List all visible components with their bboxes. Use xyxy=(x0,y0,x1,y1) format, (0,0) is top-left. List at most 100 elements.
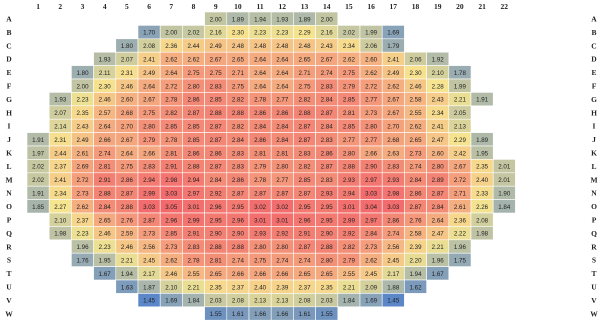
heatmap-cell: 2.87 xyxy=(293,185,316,200)
heatmap-cell: 2.23 xyxy=(71,92,94,107)
cell-value: 2.66 xyxy=(99,137,112,144)
cell-value: 2.88 xyxy=(121,204,134,211)
cell-value: 2.98 xyxy=(387,191,400,198)
heatmap-cell: 2.81 xyxy=(204,252,228,267)
heatmap-cell: 3.02 xyxy=(270,199,294,214)
heatmap-cell: 2.46 xyxy=(404,78,427,93)
heatmap-cell: 2.70 xyxy=(381,118,405,133)
heatmap-cell: 2.05 xyxy=(448,105,472,120)
cell-value: 2.29 xyxy=(298,30,311,37)
row-label: J xyxy=(7,135,11,144)
cell-value: 2.72 xyxy=(365,83,378,90)
heatmap-cell: 2.79 xyxy=(248,159,272,174)
heatmap-cell: 2.87 xyxy=(293,239,316,254)
cell-value: 2.74 xyxy=(387,231,400,238)
cell-value: 2.99 xyxy=(143,191,156,198)
heatmap-cell: 2.93 xyxy=(381,172,405,187)
cell-value: 2.80 xyxy=(343,150,356,157)
column-label: 8 xyxy=(192,2,196,11)
cell-value: 2.85 xyxy=(343,124,356,131)
heatmap-cell: 2.79 xyxy=(337,78,361,93)
cell-value: 2.34 xyxy=(54,191,67,198)
heatmap-cell: 2.07 xyxy=(115,51,139,66)
heatmap-cell: 2.79 xyxy=(337,252,361,267)
heatmap-cell: 2.67 xyxy=(448,159,472,174)
heatmap-cell: 2.00 xyxy=(159,25,183,40)
column-label: 16 xyxy=(367,2,375,11)
heatmap-cell: 2.69 xyxy=(71,159,94,174)
cell-value: 2.92 xyxy=(276,231,289,238)
heatmap-cell: 2.65 xyxy=(293,51,316,66)
cell-value: 2.14 xyxy=(54,124,67,131)
cell-value: 2.83 xyxy=(298,150,311,157)
cell-value: 2.75 xyxy=(254,258,267,265)
cell-value: 2.73 xyxy=(143,231,156,238)
heatmap-cell: 2.75 xyxy=(137,105,161,120)
cell-value: 2.08 xyxy=(143,43,156,50)
column-label: 11 xyxy=(257,2,264,11)
heatmap-cell: 2.40 xyxy=(470,172,494,187)
heatmap-cell: 2.13 xyxy=(270,293,294,308)
heatmap-cell: 2.74 xyxy=(293,252,316,267)
heatmap-cell: 2.86 xyxy=(226,172,250,187)
cell-value: 2.00 xyxy=(321,16,334,23)
cell-value: 2.86 xyxy=(232,177,245,184)
heatmap-cell: 2.44 xyxy=(48,145,72,160)
column-label: 20 xyxy=(456,2,464,11)
heatmap-cell: 2.83 xyxy=(226,145,250,160)
heatmap-cell: 2.41 xyxy=(426,118,450,133)
cell-value: 2.10 xyxy=(165,284,178,291)
cell-value: 2.46 xyxy=(121,244,134,251)
heatmap-cell: 2.23 xyxy=(71,226,94,241)
cell-value: 2.80 xyxy=(321,258,334,265)
heatmap-cell: 3.02 xyxy=(248,199,272,214)
cell-value: 2.09 xyxy=(365,284,378,291)
heatmap-cell: 1.93 xyxy=(270,11,294,26)
heatmap-cell: 2.56 xyxy=(381,239,405,254)
heatmap-cell: 3.04 xyxy=(359,199,383,214)
cell-value: 2.21 xyxy=(454,97,467,104)
heatmap-cell: 2.84 xyxy=(359,226,383,241)
heatmap-cell: 2.78 xyxy=(159,92,183,107)
cell-value: 2.08 xyxy=(298,298,311,305)
heatmap-cell: 2.34 xyxy=(426,105,450,120)
heatmap-cell: 2.47 xyxy=(426,132,450,147)
heatmap-cell: 2.43 xyxy=(315,38,339,53)
cell-value: 3.05 xyxy=(165,204,178,211)
cell-value: 3.01 xyxy=(343,204,356,211)
heatmap-cell: 2.81 xyxy=(337,105,361,120)
heatmap-cell: 2.82 xyxy=(337,239,361,254)
heatmap-cell: 1.98 xyxy=(470,226,494,241)
cell-value: 2.46 xyxy=(121,83,134,90)
cell-value: 3.03 xyxy=(387,204,400,211)
heatmap-cell: 2.88 xyxy=(204,105,228,120)
row-label: R xyxy=(591,242,597,251)
heatmap-cell: 2.21 xyxy=(182,279,205,294)
cell-value: 3.03 xyxy=(143,204,156,211)
cell-value: 2.67 xyxy=(454,164,467,171)
heatmap-cell: 2.78 xyxy=(159,132,183,147)
heatmap-cell: 2.72 xyxy=(359,78,383,93)
heatmap-cell: 2.88 xyxy=(115,199,139,214)
column-label: 19 xyxy=(434,2,442,11)
cell-value: 2.45 xyxy=(143,258,156,265)
cell-value: 2.88 xyxy=(343,164,356,171)
column-label: 21 xyxy=(478,2,486,11)
cell-value: 1.80 xyxy=(76,70,89,77)
cell-value: 2.65 xyxy=(298,271,311,278)
column-label: 2 xyxy=(58,2,62,11)
cell-value: 2.69 xyxy=(76,164,89,171)
cell-value: 2.67 xyxy=(321,57,334,64)
cell-value: 2.86 xyxy=(254,110,267,117)
heatmap-cell: 2.62 xyxy=(71,199,94,214)
cell-value: 2.05 xyxy=(454,110,467,117)
cell-value: 2.74 xyxy=(321,70,334,77)
heatmap-cell: 2.45 xyxy=(381,252,405,267)
heatmap-cell: 2.83 xyxy=(381,159,405,174)
cell-value: 2.06 xyxy=(409,57,422,64)
cell-value: 2.23 xyxy=(99,244,112,251)
heatmap-cell: 2.86 xyxy=(315,145,339,160)
heatmap-cell: 2.17 xyxy=(381,266,405,281)
heatmap-cell: 1.89 xyxy=(293,11,316,26)
heatmap-cell: 2.64 xyxy=(159,65,183,80)
